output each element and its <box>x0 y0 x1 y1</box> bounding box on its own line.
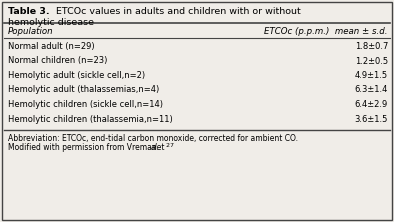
Text: Hemolytic children (thalassemia,n=11): Hemolytic children (thalassemia,n=11) <box>8 115 173 123</box>
Text: al.: al. <box>151 143 160 152</box>
Text: Hemolytic adult (sickle cell,n=2): Hemolytic adult (sickle cell,n=2) <box>8 71 145 80</box>
Text: Population: Population <box>8 27 54 36</box>
Text: 1.8±0.7: 1.8±0.7 <box>355 42 388 51</box>
Text: 4.9±1.5: 4.9±1.5 <box>355 71 388 80</box>
Text: 6.4±2.9: 6.4±2.9 <box>355 100 388 109</box>
Text: 27: 27 <box>164 143 174 148</box>
Text: Hemolytic children (sickle cell,n=14): Hemolytic children (sickle cell,n=14) <box>8 100 163 109</box>
Text: 1.2±0.5: 1.2±0.5 <box>355 57 388 65</box>
Text: Hemolytic adult (thalassemias,n=4): Hemolytic adult (thalassemias,n=4) <box>8 85 159 95</box>
Text: hemolytic disease: hemolytic disease <box>8 18 94 27</box>
Text: ETCOc values in adults and children with or without: ETCOc values in adults and children with… <box>56 7 301 16</box>
Text: Modified with permission from Vremanet: Modified with permission from Vremanet <box>8 143 167 152</box>
Text: Table 3.: Table 3. <box>8 7 50 16</box>
Text: ETCOc (p.p.m.)  mean ± s.d.: ETCOc (p.p.m.) mean ± s.d. <box>264 27 388 36</box>
Text: Normal children (n=23): Normal children (n=23) <box>8 57 108 65</box>
Text: Abbreviation: ETCOc, end-tidal carbon monoxide, corrected for ambient CO.: Abbreviation: ETCOc, end-tidal carbon mo… <box>8 134 298 143</box>
Text: 3.6±1.5: 3.6±1.5 <box>355 115 388 123</box>
Text: Normal adult (n=29): Normal adult (n=29) <box>8 42 95 51</box>
Text: 6.3±1.4: 6.3±1.4 <box>355 85 388 95</box>
